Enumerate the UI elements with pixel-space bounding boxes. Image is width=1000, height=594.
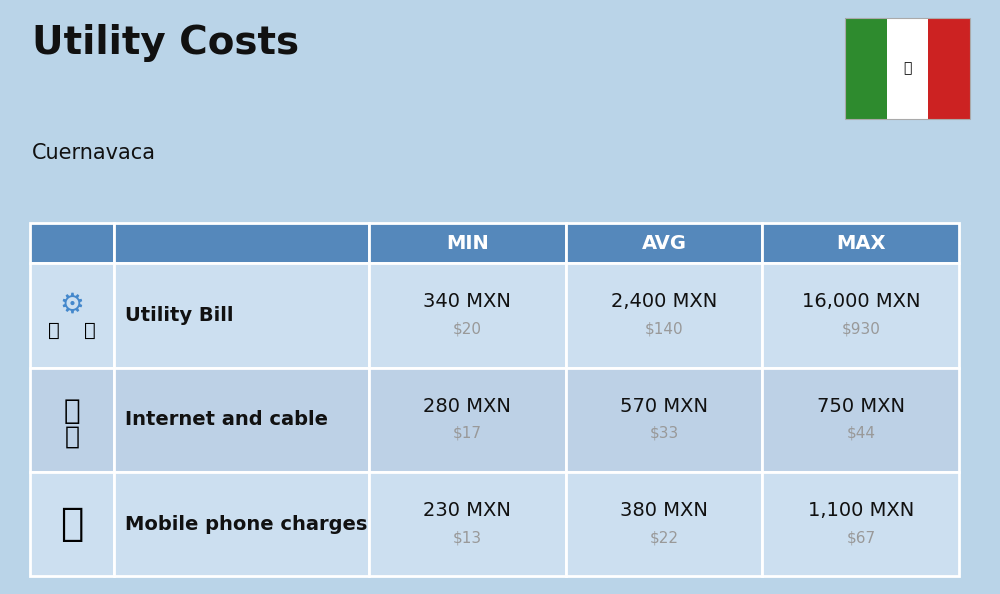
Text: 🖨: 🖨 <box>65 425 80 448</box>
Text: 570 MXN: 570 MXN <box>620 397 708 416</box>
Bar <box>762 368 959 472</box>
Bar <box>30 223 114 263</box>
Text: $67: $67 <box>846 530 875 545</box>
Bar <box>114 263 369 368</box>
Text: 16,000 MXN: 16,000 MXN <box>802 292 920 311</box>
Bar <box>566 472 762 576</box>
Text: 📶: 📶 <box>64 397 81 425</box>
Text: Mobile phone charges: Mobile phone charges <box>125 514 367 533</box>
Bar <box>566 223 762 263</box>
Bar <box>566 368 762 472</box>
Bar <box>114 472 369 576</box>
Text: MAX: MAX <box>836 233 886 252</box>
Text: ⚙: ⚙ <box>60 291 85 319</box>
Text: 🦅: 🦅 <box>903 61 912 75</box>
Text: 750 MXN: 750 MXN <box>817 397 905 416</box>
Bar <box>566 263 762 368</box>
Text: 380 MXN: 380 MXN <box>620 501 708 520</box>
Bar <box>114 368 369 472</box>
Text: Internet and cable: Internet and cable <box>125 410 328 429</box>
Text: 📱: 📱 <box>84 321 96 340</box>
Bar <box>369 223 566 263</box>
Bar <box>30 263 114 368</box>
Text: $22: $22 <box>650 530 679 545</box>
Text: 280 MXN: 280 MXN <box>423 397 511 416</box>
Bar <box>30 472 114 576</box>
Text: 340 MXN: 340 MXN <box>423 292 511 311</box>
Bar <box>114 223 369 263</box>
Text: MIN: MIN <box>446 233 489 252</box>
Text: AVG: AVG <box>642 233 687 252</box>
Text: 📱: 📱 <box>61 505 84 543</box>
Text: 🔌: 🔌 <box>48 321 60 340</box>
Bar <box>369 368 566 472</box>
Bar <box>928 18 970 119</box>
Text: $20: $20 <box>453 321 482 337</box>
Text: $140: $140 <box>645 321 683 337</box>
Text: 1,100 MXN: 1,100 MXN <box>808 501 914 520</box>
Text: Utility Bill: Utility Bill <box>125 306 233 325</box>
Bar <box>887 18 928 119</box>
Text: $930: $930 <box>841 321 880 337</box>
Text: $44: $44 <box>846 426 875 441</box>
Bar <box>762 223 959 263</box>
Bar <box>369 472 566 576</box>
Text: $33: $33 <box>649 426 679 441</box>
Bar <box>30 368 114 472</box>
Text: $17: $17 <box>453 426 482 441</box>
Text: Cuernavaca: Cuernavaca <box>32 143 156 163</box>
Bar <box>845 18 970 119</box>
Text: 2,400 MXN: 2,400 MXN <box>611 292 717 311</box>
Text: 230 MXN: 230 MXN <box>423 501 511 520</box>
Bar <box>762 263 959 368</box>
Text: $13: $13 <box>453 530 482 545</box>
Bar <box>845 18 887 119</box>
Bar <box>369 263 566 368</box>
Bar <box>762 472 959 576</box>
Text: Utility Costs: Utility Costs <box>32 24 299 62</box>
